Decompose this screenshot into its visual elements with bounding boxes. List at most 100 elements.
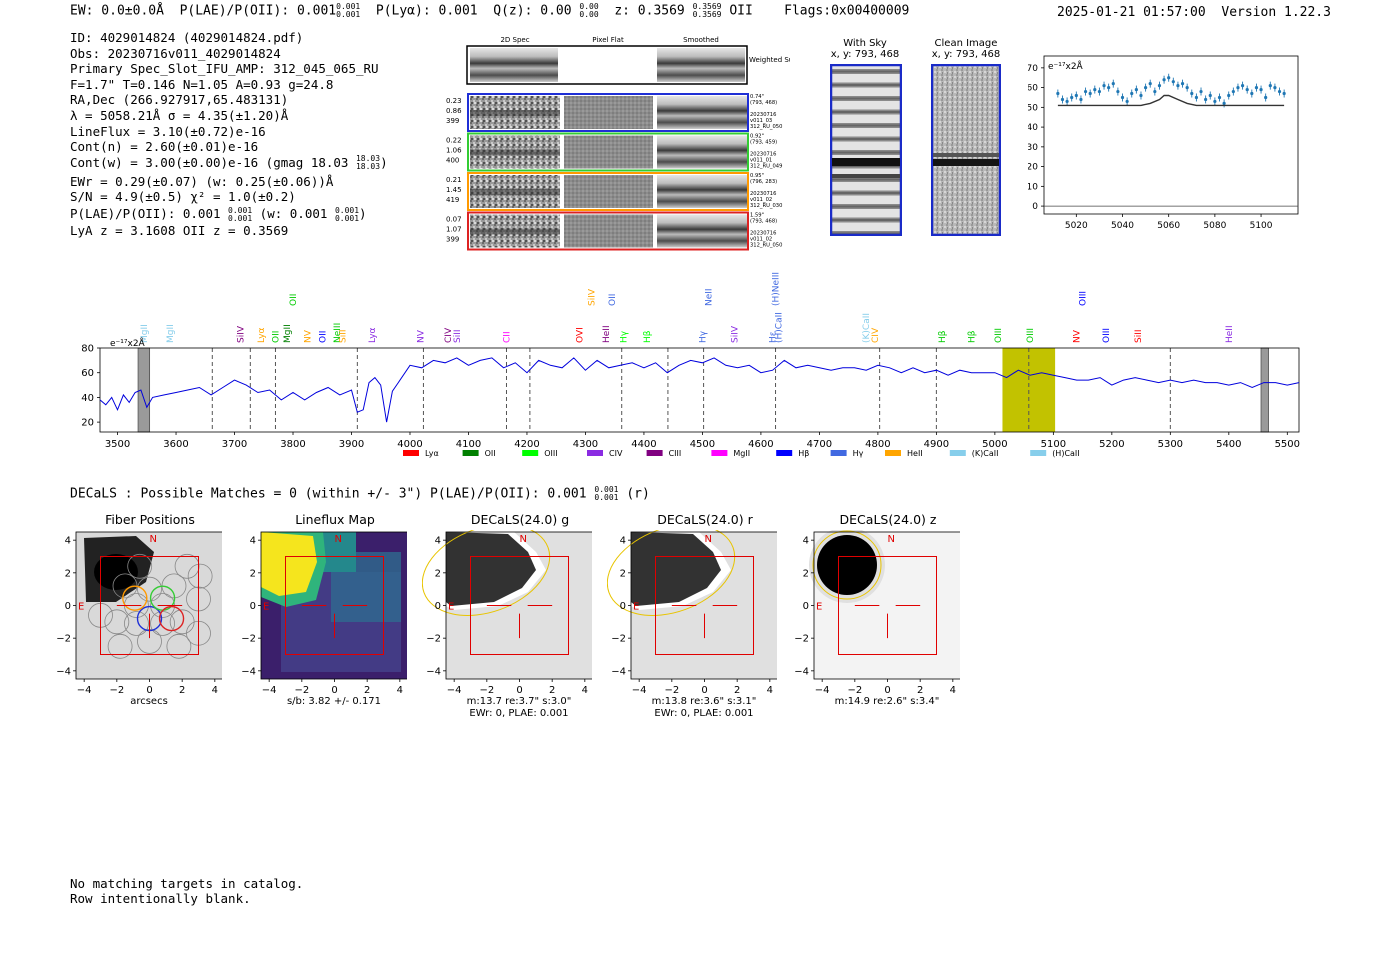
zoom-data-point: [1245, 87, 1249, 92]
line-id-top-label: NeII: [704, 288, 714, 306]
cutout-right-info: (793, 459): [750, 140, 777, 146]
zoom-data-point: [1254, 86, 1259, 90]
fiber-circle: [137, 576, 162, 602]
cutout-pixelflat: [564, 214, 653, 248]
flags-value: Flags:0x00400009: [784, 3, 910, 19]
decals-panel-plot: N E 4 2 0 −2 −4 −4 −2 0 2 4: [794, 530, 960, 696]
line-id-label: OIII: [1026, 328, 1036, 343]
clean-image-label: Clean Image: [934, 38, 998, 49]
decals-aperture: [607, 530, 736, 616]
zoom-data-point: [1259, 87, 1263, 92]
zoom-data-point: [1056, 91, 1060, 96]
primary-slot: Primary Spec_Slot_IFU_AMP: 312_045_065_R…: [70, 61, 379, 77]
z-value: z: 0.3569: [614, 3, 685, 19]
full-unit-label: e⁻¹⁷x2Å: [110, 337, 146, 349]
ra-dec: RA,Dec (266.927917,65.483131): [70, 92, 289, 108]
zoom-data-point: [1162, 78, 1166, 82]
aperture-box: [285, 556, 384, 655]
full-top-labels: OII SiIV OII NeII (H)NeIII OIII: [289, 272, 1089, 306]
fwhm-params: F=1.7" T=0.146 N=1.05 A=0.93 g=24.8: [70, 76, 334, 92]
full-y-tick-label: 40: [81, 393, 94, 404]
decals-source: [817, 535, 877, 595]
decals-x-tick-label: −4: [632, 685, 647, 696]
cont-w-text: Cont(w) = 3.00(±0.00)e-16 (gmag 18.03: [70, 154, 349, 170]
decals-x-tick-label: −4: [447, 685, 462, 696]
decals-x-tick-label: 4: [582, 685, 588, 696]
cutout-svg: 2D Spec Pixel Flat Smoothed Weighted Sum…: [446, 36, 800, 251]
cutout-left-value: 0.23: [446, 97, 462, 105]
decals-panel-caption: m:13.8 re:3.6" s:3.1": [651, 696, 757, 707]
footer-line-2: Row intentionally blank.: [70, 891, 251, 906]
decals-x-tick-label: −2: [664, 685, 679, 696]
cutout-right-info: 312_RU_050: [750, 124, 782, 130]
zoom-data-point: [1148, 82, 1152, 86]
legend-label: CIV: [609, 449, 623, 458]
cutout-right-info: 20230716: [750, 112, 776, 118]
line-id-top-label: OII: [608, 294, 618, 306]
cutout-right-info: 312_RU_030: [750, 203, 782, 209]
full-axes-frame: [99, 347, 1300, 433]
legend-label: (K)CaII: [972, 449, 999, 458]
datetime: 2025-01-21 01:57:00: [1057, 5, 1206, 20]
zoom-data-point: [1273, 86, 1277, 90]
plae-value: P(LAE)/P(OII): 0.001: [179, 3, 337, 19]
cutout-2dspec-trace: [470, 228, 560, 235]
legend-swatch: [830, 450, 847, 456]
legend-swatch: [885, 450, 901, 456]
line-id-top-label: OII: [289, 294, 299, 306]
decals-y-tick-label: 4: [435, 536, 441, 547]
plae-info: P(LAE)/P(OII): 0.001 0.001 0.001 (w: 0.00…: [70, 206, 388, 223]
zoom-data-point: [1194, 95, 1198, 100]
zoom-data-point: [1130, 91, 1134, 96]
zoom-data-point: [1111, 82, 1115, 86]
zoom-y-tick-label: 0: [1032, 202, 1038, 212]
line-id-label: Hε: [769, 331, 779, 343]
cutout-left-value: 1.07: [446, 226, 462, 234]
decals-y-tick-label: 4: [620, 536, 626, 547]
zoom-data-point: [1227, 93, 1231, 98]
cont-n: Cont(n) = 2.60(±0.01)e-16: [70, 139, 259, 155]
zoom-data-point: [1083, 89, 1088, 94]
zoom-data-point: [1282, 91, 1286, 96]
decals-panel-title: Lineflux Map: [295, 512, 375, 527]
line-id-label: HeII: [1225, 325, 1235, 343]
decals-x-tick-label: 2: [917, 685, 923, 696]
full-y-tick-label: 60: [81, 368, 94, 379]
clean-image-xy: x, y: 793, 468: [931, 49, 1001, 60]
line-id-label: Hβ: [938, 330, 948, 343]
decals-panel-caption: m:13.7 re:3.7" s:3.0": [466, 696, 572, 707]
z-line: OII: [729, 3, 753, 19]
zoom-y-tick-label: 70: [1028, 64, 1038, 74]
decals-panel-caption: EWr: 0, PLAE: 0.001: [469, 708, 569, 719]
line-id-label: CII: [502, 331, 512, 343]
line-id-label: Hγ: [698, 330, 708, 343]
zoom-data-point: [1074, 93, 1078, 98]
decals-y-tick-label: −4: [794, 666, 809, 677]
full-x-tick-label: 3600: [163, 439, 188, 450]
cutout-smoothed: [657, 135, 747, 169]
aperture-box: [655, 556, 754, 655]
cutout-right-info: 0.92": [750, 134, 764, 140]
line-id-label: SiIV: [236, 325, 246, 343]
zoom-data-point: [1268, 84, 1272, 88]
cutout-pixelflat: [564, 135, 653, 169]
decals-x-tick-label: 4: [767, 685, 773, 696]
decals-panel-plot: N E 4 2 0 −2 −4 −4 −2 0 2 4: [56, 531, 222, 696]
cont-w-lo: 18.03: [355, 162, 381, 172]
decals-panel-plot: N E 4 2 0 −2 −4 −4 −2 0 2 4: [422, 530, 592, 696]
decals-y-tick-label: 4: [65, 536, 71, 547]
col-header-2dspec: 2D Spec: [500, 36, 529, 44]
zoom-y-tick-label: 50: [1028, 103, 1038, 113]
fiber-circle: [104, 609, 130, 635]
full-x-tick-label: 5200: [1099, 439, 1124, 450]
cont-w: Cont(w) = 3.00(±0.00)e-16 (gmag 18.03 18…: [70, 155, 388, 174]
cutout-pixelflat: [564, 96, 653, 129]
full-x-tick-label: 3800: [280, 439, 305, 450]
decals-y-tick-label: 0: [620, 601, 626, 612]
full-x-tick-label: 4300: [573, 439, 598, 450]
line-id-label: (H)CaII: [774, 312, 784, 343]
full-x-tick-label: 3500: [105, 439, 130, 450]
cutout-2dspec-trace: [470, 110, 560, 116]
full-x-tick-label: 4700: [807, 439, 832, 450]
